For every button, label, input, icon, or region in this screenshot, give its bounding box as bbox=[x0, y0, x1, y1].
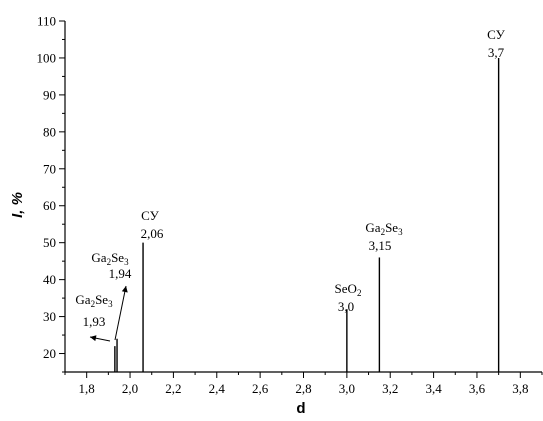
formula-part: 3 bbox=[398, 227, 403, 237]
annotation-arrow-head bbox=[121, 286, 128, 293]
x-tick-label: 1,8 bbox=[79, 381, 95, 396]
x-axis-title: d bbox=[296, 400, 305, 417]
x-tick-label: 2,2 bbox=[165, 381, 181, 396]
x-tick-label: 3,4 bbox=[425, 381, 442, 396]
peaks bbox=[114, 57, 500, 372]
peak-value-label-1: 1,94 bbox=[109, 266, 132, 281]
y-axis-title: I, % bbox=[9, 192, 26, 218]
formula-part: 3 bbox=[124, 257, 129, 267]
x-tick-label: 2,8 bbox=[295, 381, 311, 396]
x-tick-label: 2,6 bbox=[252, 381, 269, 396]
x-tick-label: 3,2 bbox=[382, 381, 398, 396]
formula-part: 2 bbox=[91, 299, 96, 309]
formula-part: Ga bbox=[365, 220, 380, 235]
formula-part: Se bbox=[111, 250, 124, 265]
formula-part: Se bbox=[95, 292, 108, 307]
y-tick-label: 60 bbox=[43, 198, 56, 213]
y-tick-label: 20 bbox=[43, 346, 56, 361]
peak-formula-3: SeO2 bbox=[335, 281, 362, 298]
y-tick-label: 40 bbox=[43, 272, 56, 287]
y-tick-label: 90 bbox=[43, 87, 56, 102]
x-tick-label: 3,6 bbox=[469, 381, 486, 396]
formula-part: СУ bbox=[141, 208, 159, 223]
x-tick-label: 2,4 bbox=[209, 381, 226, 396]
peak-value-label-2: 2,06 bbox=[141, 226, 164, 241]
y-tick-label: 30 bbox=[43, 309, 56, 324]
annotation-arrow-line bbox=[114, 285, 127, 341]
peak-formula-1: Ga2Se3 bbox=[91, 250, 129, 267]
y-tick-label: 100 bbox=[37, 50, 57, 65]
y-axis-ticks: 20 30 40 50 60 70 80 90 100 110 bbox=[37, 14, 65, 373]
peak-formula-2: СУ bbox=[141, 208, 159, 223]
y-tick-label: 110 bbox=[37, 14, 56, 29]
peak-formula-5: СУ bbox=[487, 27, 505, 42]
annotation-arrow-head bbox=[90, 335, 97, 342]
x-tick-label: 2,0 bbox=[122, 381, 138, 396]
y-tick-label: 70 bbox=[43, 161, 56, 176]
formula-part: Se bbox=[385, 220, 398, 235]
peak-formula-4: Ga2Se3 bbox=[365, 220, 403, 237]
x-axis-ticks: 1,8 2,0 2,2 2,4 2,6 2,8 3,0 3,2 3,4 3,6 3,8 bbox=[64, 372, 543, 396]
peak-formula-0: Ga2Se3 bbox=[75, 292, 113, 309]
formula-part: Ga bbox=[91, 250, 106, 265]
formula-part: 3 bbox=[108, 299, 113, 309]
peak-value-label-0: 1,93 bbox=[83, 314, 106, 329]
y-tick-label: 50 bbox=[43, 235, 56, 250]
y-tick-label: 80 bbox=[43, 124, 56, 139]
formula-part: 2 bbox=[381, 227, 386, 237]
formula-part: SeO bbox=[335, 281, 357, 296]
x-tick-label: 3,8 bbox=[512, 381, 528, 396]
peak-value-label-3: 3,0 bbox=[338, 299, 354, 314]
formula-part: 2 bbox=[107, 257, 112, 267]
axes bbox=[64, 21, 542, 373]
x-tick-label: 3,0 bbox=[339, 381, 355, 396]
peak-annotations: Ga2Se31,93Ga2Se31,94СУ2,06SeO23,0Ga2Se33… bbox=[75, 27, 506, 342]
peak-value-label-5: 3,7 bbox=[488, 45, 505, 60]
formula-part: 2 bbox=[357, 288, 362, 298]
formula-part: Ga bbox=[75, 292, 90, 307]
peak-value-label-4: 3,15 bbox=[369, 238, 392, 253]
formula-part: СУ bbox=[487, 27, 505, 42]
